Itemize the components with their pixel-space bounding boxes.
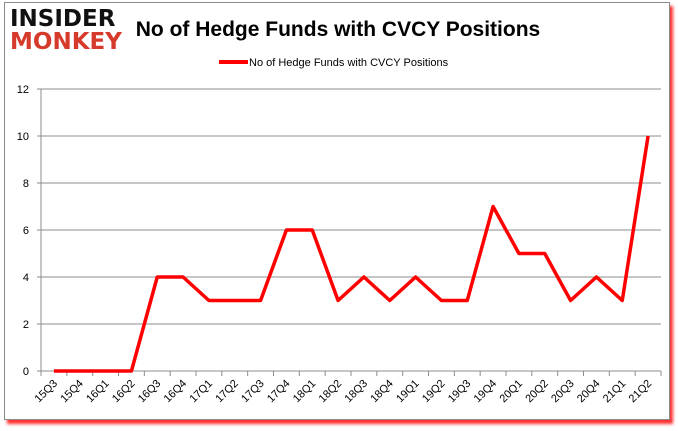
x-tick-label: 16Q3: [136, 378, 164, 406]
x-tick-label: 20Q4: [575, 378, 603, 406]
series-line: [53, 135, 650, 373]
x-tick-label: 20Q3: [549, 378, 577, 406]
x-tick-label: 18Q1: [291, 378, 319, 406]
x-tick-label: 20Q1: [498, 378, 526, 406]
y-tick-label: 6: [23, 225, 29, 237]
x-tick-label: 18Q4: [368, 378, 396, 406]
x-tick-label: 18Q3: [343, 378, 371, 406]
x-tick-label: 15Q4: [58, 378, 86, 406]
x-tick-label: 19Q4: [472, 378, 500, 406]
x-tick-label: 15Q3: [33, 378, 61, 406]
x-tick-label: 21Q2: [627, 378, 655, 406]
y-tick-label: 12: [17, 84, 29, 96]
x-tick-label: 16Q4: [162, 378, 190, 406]
y-tick-label: 4: [23, 272, 29, 284]
chart-frame: [4, 2, 670, 420]
y-tick-label: 0: [23, 366, 29, 378]
y-tick-label: 8: [23, 178, 29, 190]
chart-title: No of Hedge Funds with CVCY Positions: [136, 18, 540, 41]
x-tick-label: 19Q1: [394, 378, 422, 406]
y-tick-label: 10: [17, 131, 29, 143]
x-tick-label: 17Q2: [213, 378, 241, 406]
insider-monkey-logo: INSIDER MONKEY: [10, 6, 130, 55]
x-tick-label: 17Q3: [239, 378, 267, 406]
logo-line1: INSIDER: [10, 6, 116, 32]
x-tick-label: 16Q2: [110, 378, 138, 406]
x-tick-label: 20Q2: [523, 378, 551, 406]
y-tick-label: 2: [23, 319, 29, 331]
x-tick-label: 17Q4: [265, 378, 293, 406]
x-tick-label: 21Q1: [601, 378, 629, 406]
x-tick-label: 19Q2: [420, 378, 448, 406]
legend-label: No of Hedge Funds with CVCY Positions: [249, 57, 449, 69]
x-tick-label: 19Q3: [446, 378, 474, 406]
x-tick-label: 18Q2: [317, 378, 345, 406]
logo-line2: MONKEY: [10, 29, 122, 55]
x-tick-label: 17Q1: [188, 378, 216, 406]
x-tick-label: 16Q1: [84, 378, 112, 406]
